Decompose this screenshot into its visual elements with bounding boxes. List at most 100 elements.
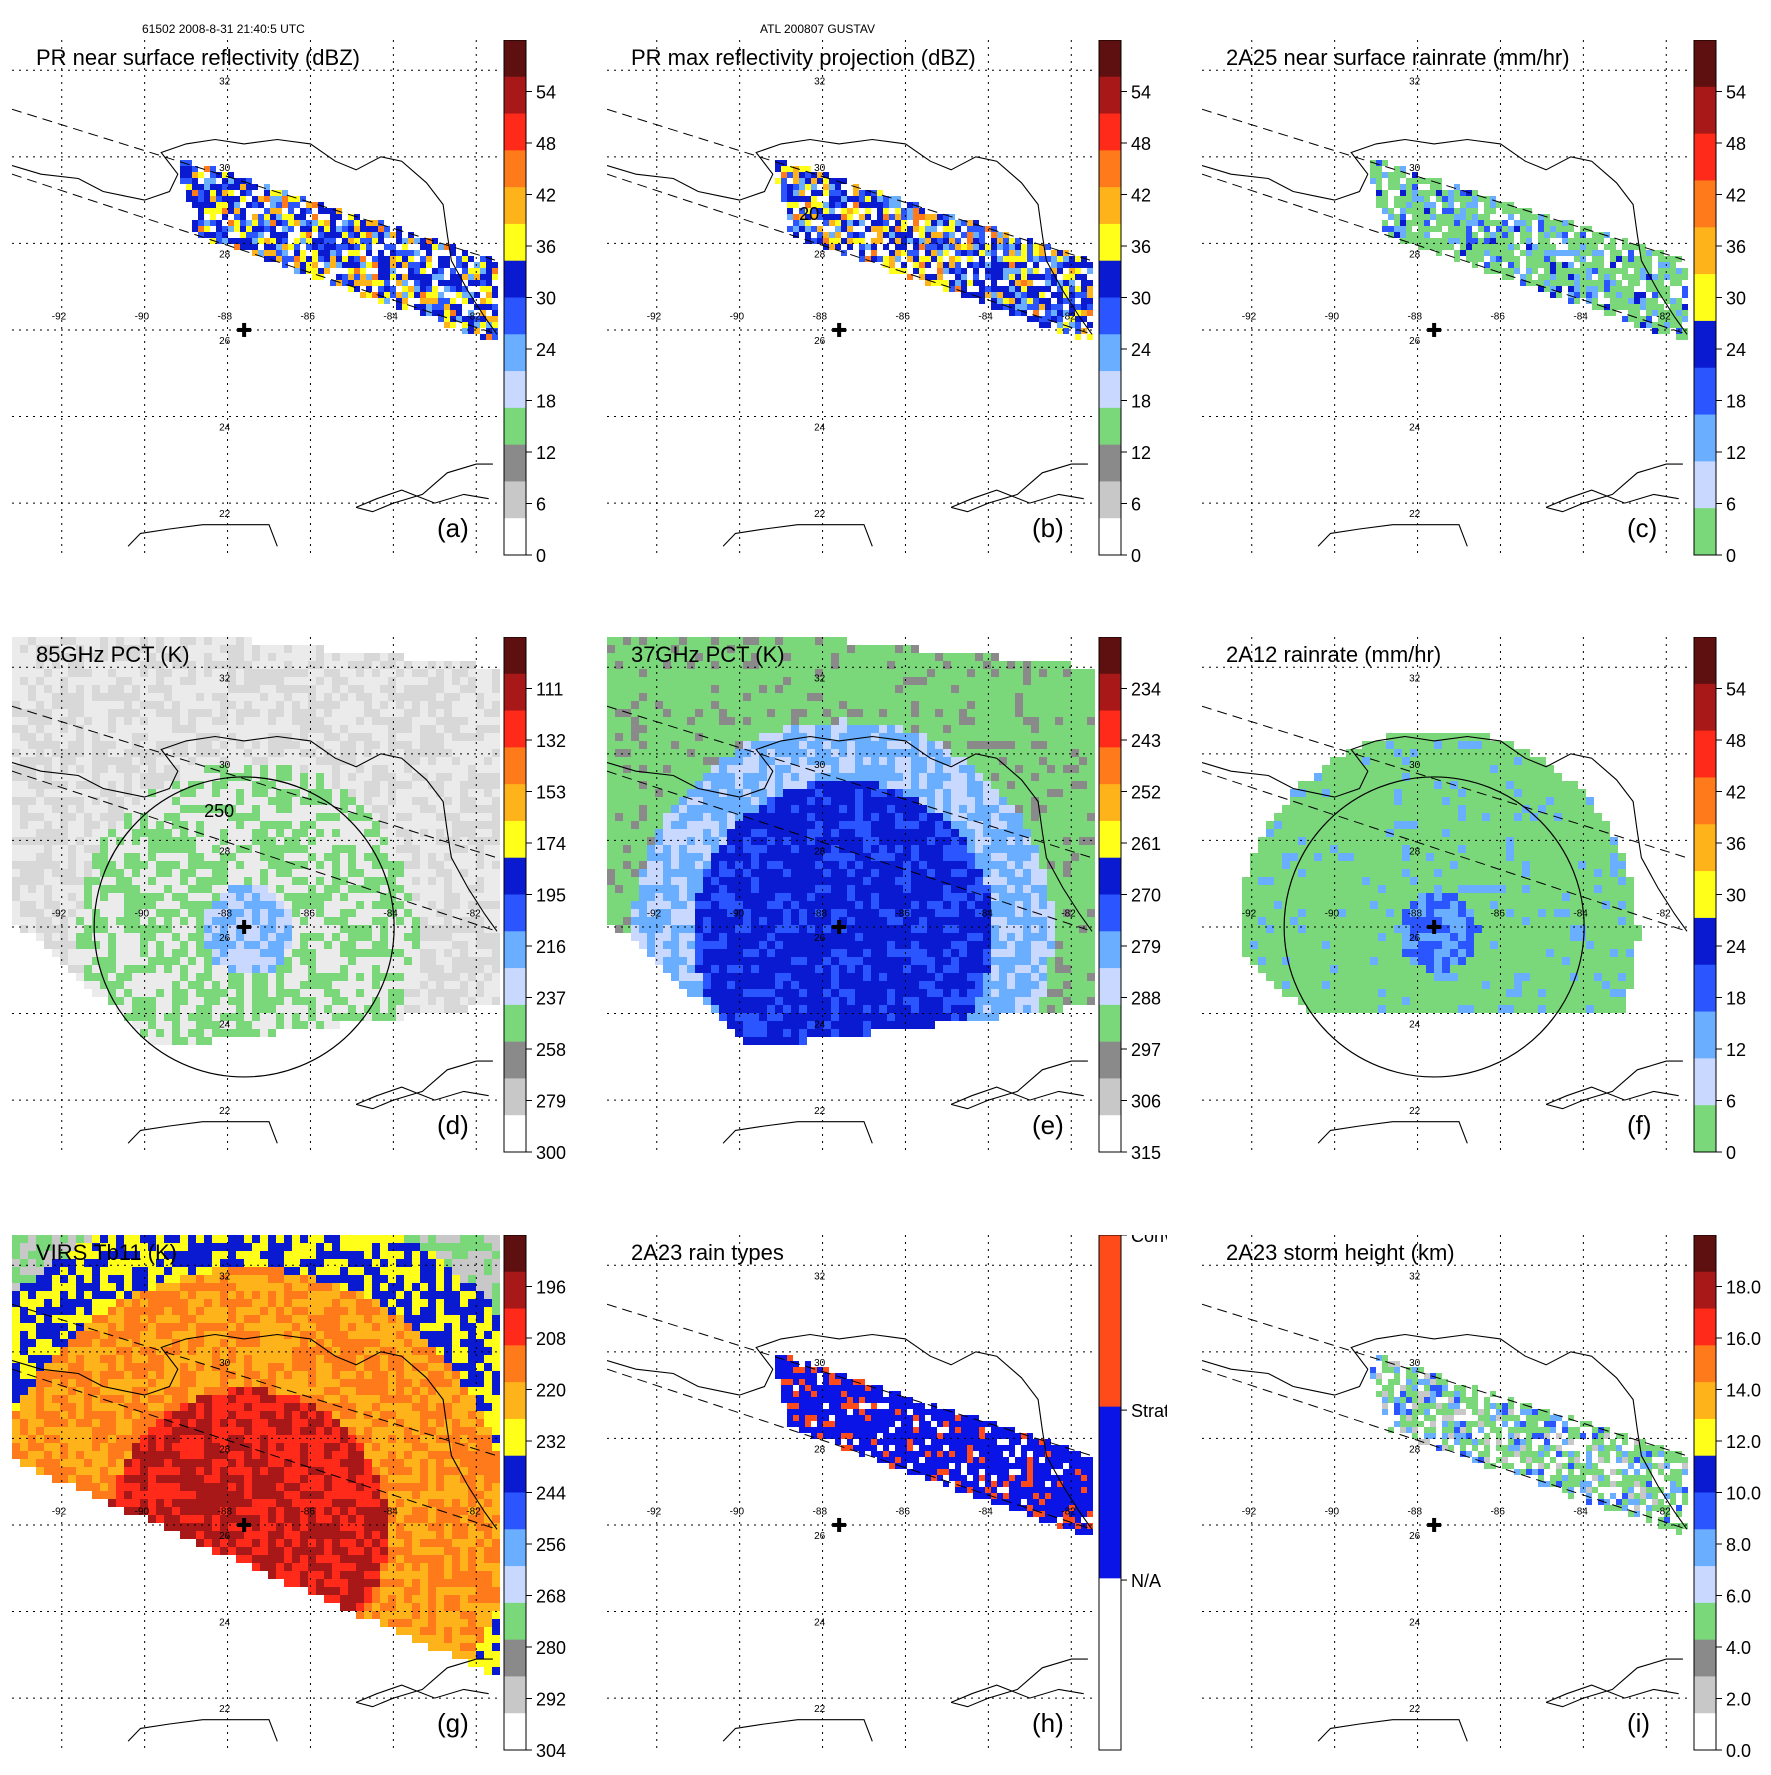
lon-label: -86 <box>1490 908 1505 919</box>
colorbar-segment <box>1099 334 1121 371</box>
lon-label: -92 <box>52 311 67 322</box>
lon-label: -86 <box>1490 1506 1505 1517</box>
colorbar-segment <box>504 1566 526 1603</box>
panel-title: 37GHz PCT (K) <box>631 642 785 667</box>
colorbar-tick-label: 14.0 <box>1726 1381 1761 1401</box>
colorbar-tick-label: 36 <box>1726 237 1746 257</box>
orbit-time-label: 61502 2008-8-31 21:40:5 UTC <box>142 22 305 36</box>
colorbar-segment <box>504 1115 526 1152</box>
lat-label: 26 <box>219 336 231 347</box>
colorbar-tick-label: 18 <box>1726 392 1746 412</box>
lat-label: 32 <box>1409 1271 1421 1282</box>
lon-label: -84 <box>383 1506 398 1517</box>
lon-label: -86 <box>300 311 315 322</box>
colorbar-segment <box>504 895 526 932</box>
lon-label: -88 <box>813 908 828 919</box>
colorbar-segment <box>504 481 526 518</box>
colorbar-segment <box>1694 1603 1716 1640</box>
colorbar-segment <box>1694 1058 1716 1105</box>
lat-label: 22 <box>814 1704 826 1715</box>
lat-label: 26 <box>219 933 231 944</box>
colorbar-segment <box>504 77 526 114</box>
lon-label: -84 <box>978 311 993 322</box>
lat-label: 28 <box>814 846 826 857</box>
colorbar-segment <box>1694 415 1716 462</box>
colorbar-segment <box>1099 1078 1121 1115</box>
lat-label: 22 <box>1409 509 1421 520</box>
lat-label: 30 <box>1409 1358 1421 1369</box>
colorbar-tick-label: 54 <box>1726 83 1746 103</box>
colorbar-tick-label: 30 <box>1726 886 1746 906</box>
colorbar-segment <box>1694 1382 1716 1419</box>
colorbar-tick-label: 237 <box>536 989 566 1009</box>
colorbar-tick-label: 42 <box>1726 783 1746 803</box>
panel-title: PR max reflectivity projection (dBZ) <box>631 45 976 70</box>
lon-label: -82 <box>1656 311 1671 322</box>
colorbar-tick-label: 111 <box>536 680 563 700</box>
panel-letter: (i) <box>1627 1708 1650 1738</box>
lat-label: 28 <box>1409 249 1421 260</box>
colorbar-segment <box>504 1382 526 1419</box>
panel-title: 2A12 rainrate (mm/hr) <box>1226 642 1441 667</box>
lon-label: -82 <box>466 1506 481 1517</box>
lon-label: -90 <box>1325 1506 1340 1517</box>
lon-label: -82 <box>1656 908 1671 919</box>
lat-label: 32 <box>1409 76 1421 87</box>
colorbar-segment <box>1099 931 1121 968</box>
colorbar-tick-label: 252 <box>1131 783 1161 803</box>
lon-label: -88 <box>813 311 828 322</box>
colorbar-segment <box>504 858 526 895</box>
colorbar-segment <box>1099 1115 1121 1152</box>
lon-label: -84 <box>978 1506 993 1517</box>
storm-center-marker <box>1427 323 1441 337</box>
colorbar-segment <box>1694 731 1716 778</box>
panel-title: VIRS Tb11 (K) <box>36 1240 177 1265</box>
colorbar-tick-label: 48 <box>1131 134 1151 154</box>
colorbar-segment <box>1099 858 1121 895</box>
lon-label: -88 <box>1408 908 1423 919</box>
colorbar-segment <box>504 674 526 711</box>
lon-label: -82 <box>1061 311 1076 322</box>
colorbar-tick-label: 208 <box>536 1329 566 1349</box>
lat-label: 24 <box>814 1618 826 1629</box>
lat-label: 28 <box>1409 846 1421 857</box>
panel-title: 85GHz PCT (K) <box>36 642 190 667</box>
colorbar-tick-label: 6 <box>1726 1092 1736 1112</box>
storm-center-marker <box>237 323 251 337</box>
lat-label: 28 <box>219 1444 231 1455</box>
colorbar-segment <box>1099 784 1121 821</box>
colorbar-segment <box>1694 1566 1716 1603</box>
colorbar-tick-label: 30 <box>536 289 556 309</box>
lon-label: -90 <box>730 311 745 322</box>
colorbar-tick-label: 270 <box>1131 886 1161 906</box>
colorbar-segment <box>504 1456 526 1493</box>
colorbar-segment <box>1099 1235 1121 1407</box>
colorbar-segment <box>504 1419 526 1456</box>
colorbar-segment <box>504 637 526 674</box>
lon-label: -82 <box>1656 1506 1671 1517</box>
lat-label: 22 <box>219 1704 231 1715</box>
lat-label: 28 <box>219 249 231 260</box>
colorbar-tick-label: 196 <box>536 1278 566 1298</box>
colorbar-segment <box>1694 1235 1716 1272</box>
lat-label: 30 <box>814 760 826 771</box>
colorbar-tick-label: 36 <box>1726 834 1746 854</box>
lat-label: 32 <box>1409 673 1421 684</box>
colorbar-tick-label: 6 <box>536 495 546 515</box>
colorbar-tick-label: 42 <box>1726 186 1746 206</box>
colorbar-tick-label: Strat <box>1131 1401 1167 1421</box>
colorbar-tick-label: 42 <box>536 186 556 206</box>
colorbar-segment <box>1694 180 1716 227</box>
lon-label: -90 <box>1325 311 1340 322</box>
colorbar-tick-label: 10.0 <box>1726 1484 1761 1504</box>
colorbar-segment <box>1694 227 1716 274</box>
lat-label: 28 <box>814 249 826 260</box>
storm-center-marker <box>832 1518 846 1532</box>
colorbar-segment <box>1694 321 1716 368</box>
colorbar-segment <box>1099 637 1121 674</box>
colorbar-segment <box>1694 1529 1716 1566</box>
